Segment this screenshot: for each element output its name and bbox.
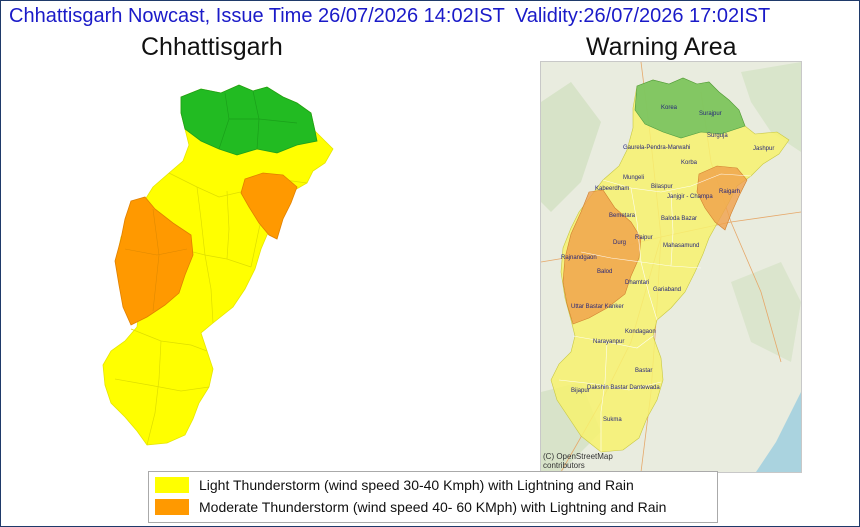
place-label: Dhamtari — [625, 280, 650, 286]
map-attribution[interactable]: (C) OpenStreetMap contributors — [543, 452, 613, 470]
moderate-warning-region-west — [114, 196, 194, 326]
state-warning-map — [102, 84, 334, 446]
legend-swatch-light — [155, 477, 189, 493]
place-label: Balod — [597, 269, 613, 275]
warning-area-title: Warning Area — [586, 33, 737, 61]
legend-item-moderate: Moderate Thunderstorm (wind speed 40- 60… — [155, 497, 666, 517]
terrain-patch — [541, 82, 601, 212]
issue-time-text: Chhattisgarh Nowcast, Issue Time 26/07/2… — [9, 5, 505, 27]
place-label: Dakshin Bastar Dantewada — [587, 385, 660, 391]
place-label: Bastar — [635, 368, 653, 374]
warning-area-shapes — [541, 62, 801, 472]
place-label: Mahasamund — [663, 243, 700, 249]
no-warning-region — [180, 84, 318, 156]
header-title: Chhattisgarh Nowcast, Issue Time 26/07/2… — [9, 3, 859, 29]
terrain-patch — [731, 262, 801, 362]
north-district-lines — [218, 90, 298, 150]
warning-state-moderate-west — [562, 189, 642, 325]
place-label: Sukma — [603, 417, 622, 423]
place-label: Kabeerdham — [595, 186, 630, 192]
validity-text: Validity:26/07/2026 17:02IST — [514, 5, 771, 27]
place-label: Bemetara — [609, 213, 636, 219]
place-label: Gariaband — [653, 287, 682, 293]
warning-state-moderate-east — [696, 165, 748, 231]
place-label: Uttar Bastar Kanker — [571, 304, 624, 310]
legend-label-light: Light Thunderstorm (wind speed 30-40 Kmp… — [199, 477, 634, 493]
place-label: Durg — [613, 240, 627, 246]
place-label: Surguja — [707, 133, 728, 139]
place-label: Baloda Bazar — [661, 216, 698, 222]
warning-district-lines — [558, 173, 752, 452]
legend-item-light: Light Thunderstorm (wind speed 30-40 Kmp… — [155, 475, 634, 495]
place-label: Janjgir - Champa — [667, 194, 713, 200]
place-label: Korea — [661, 105, 678, 111]
warning-state-no-warning — [634, 77, 746, 139]
legend-swatch-moderate — [155, 499, 189, 515]
state-map-title: Chhattisgarh — [141, 33, 283, 61]
place-label: Bijapur — [571, 388, 590, 394]
place-label: Surajpur — [699, 111, 722, 117]
place-label: Bilaspur — [651, 184, 673, 190]
moderate-warning-region-east — [240, 172, 298, 240]
warning-area-map: Korea Surajpur Surguja Gaurela-Pendra-Ma… — [540, 61, 802, 473]
legend-label-moderate: Moderate Thunderstorm (wind speed 40- 60… — [199, 499, 667, 515]
place-label: Kondagaon — [625, 329, 656, 335]
west-district-lines — [124, 208, 188, 312]
place-label: Korba — [681, 160, 698, 166]
place-label: Jashpur — [753, 146, 775, 152]
sea-area — [756, 392, 801, 472]
place-label: Narayanpur — [593, 339, 625, 345]
place-label: Raigarh — [719, 189, 741, 195]
place-label: Mungeli — [623, 175, 645, 181]
place-label: Rajnandgaon — [561, 255, 597, 261]
place-label: Gaurela-Pendra-Marwahi — [623, 145, 691, 151]
place-label: Raipur — [635, 235, 653, 241]
map-legend: Light Thunderstorm (wind speed 30-40 Kmp… — [148, 471, 718, 523]
terrain-patch — [741, 62, 801, 152]
